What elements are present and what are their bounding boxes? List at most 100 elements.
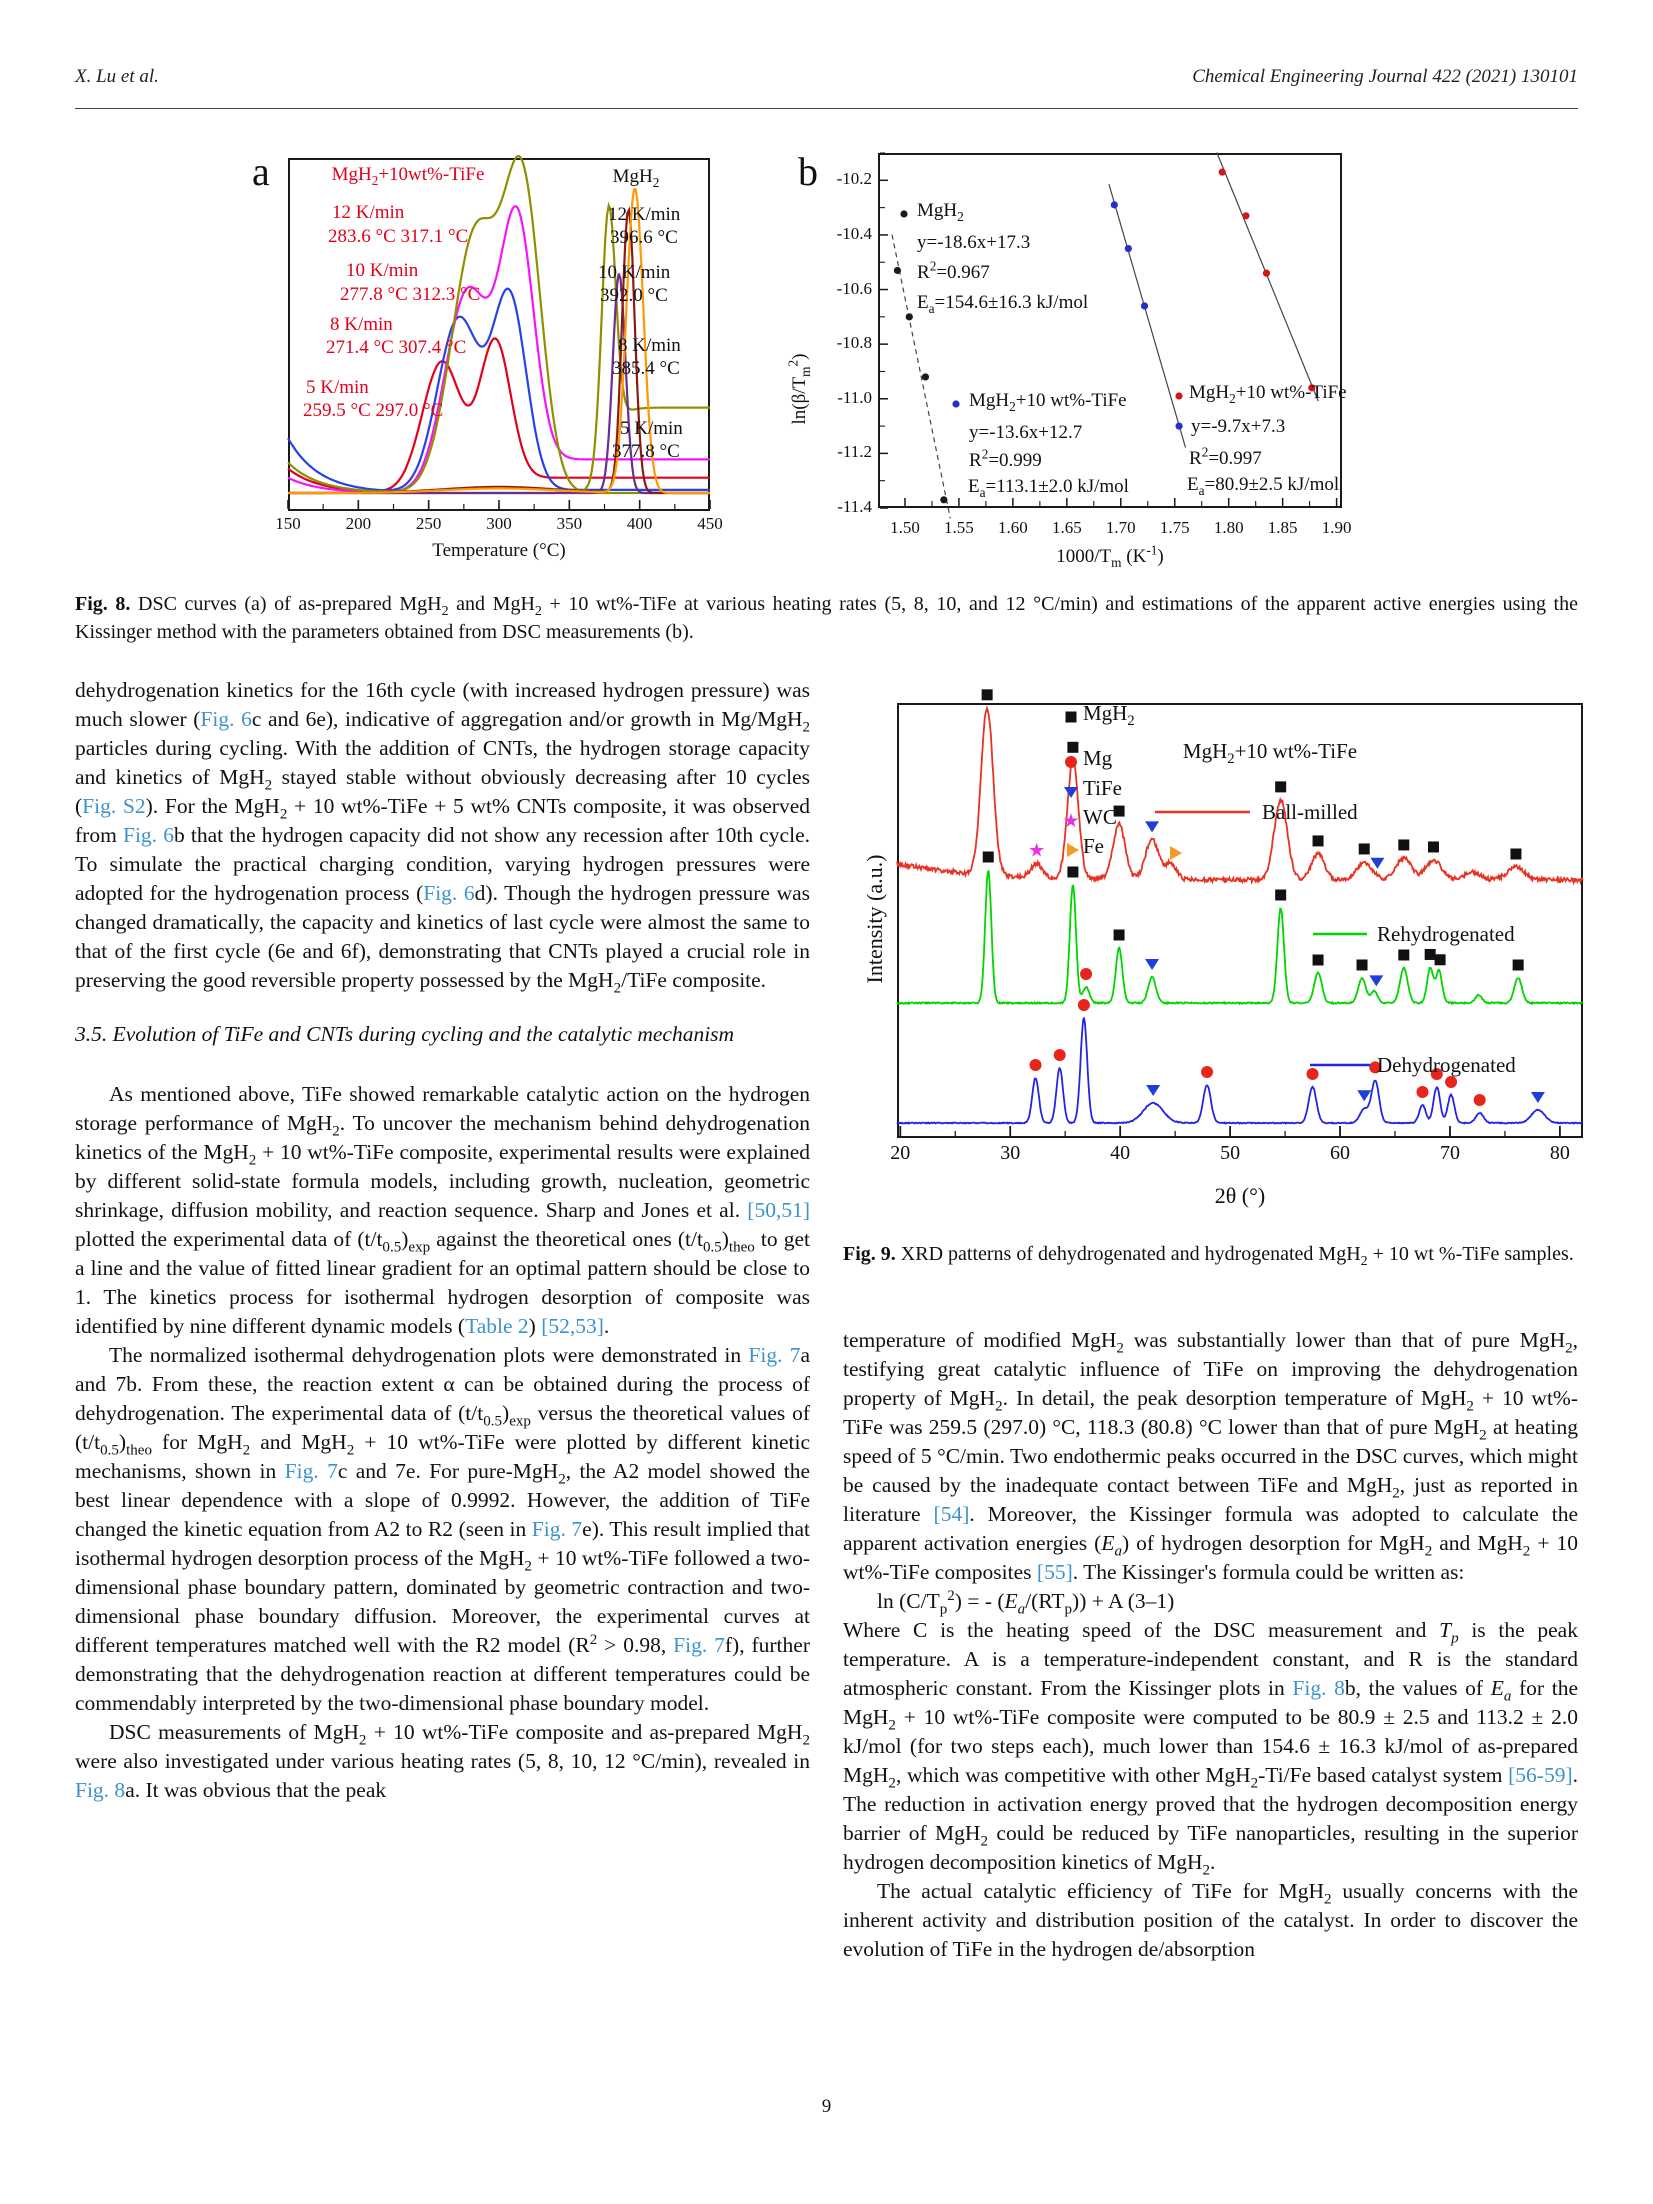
x-tick-label: 1.80 <box>1213 518 1244 537</box>
x-tick-label: 1.85 <box>1267 518 1298 537</box>
dsc-annotation: 12 K/min <box>608 204 681 225</box>
x-axis-title: 2θ (°) <box>1214 1183 1266 1208</box>
y-tick-label: -10.2 <box>836 169 872 189</box>
panel-letter-a: a <box>252 149 270 194</box>
legend-label: Mg <box>1083 746 1113 770</box>
xrd-trace <box>896 705 1584 886</box>
header-rule <box>75 108 1578 109</box>
activation-energy: Ea=80.9±2.5 kJ/mol <box>1187 474 1340 498</box>
x-tick-label: 300 <box>486 514 512 533</box>
dsc-annotation: 5 K/min <box>306 377 369 398</box>
right-column: temperature of modified MgH2 was substan… <box>843 1326 1578 1964</box>
paragraph: dehydrogenation kinetics for the 16th cy… <box>75 678 811 997</box>
xrd-trace <box>896 1016 1584 1125</box>
header-journal: Chemical Engineering Journal 422 (2021) … <box>1192 66 1578 87</box>
legend-label: Fe <box>1083 834 1104 858</box>
y-axis-title: ln(β/Tm2) <box>785 353 813 425</box>
x-tick-label: 1.65 <box>1051 518 1082 537</box>
citation-link[interactable]: Fig. 8 <box>1292 1676 1345 1700</box>
page-header: X. Lu et al. Chemical Engineering Journa… <box>75 66 1578 88</box>
citation-link[interactable]: Fig. 7 <box>531 1517 583 1541</box>
legend-label: WC <box>1083 805 1117 829</box>
r-squared: R2=0.997 <box>1189 444 1262 469</box>
citation-link[interactable]: Fig. 6 <box>423 881 475 905</box>
paragraph: Where C is the heating speed of the DSC … <box>843 1618 1579 1879</box>
dsc-curve <box>287 204 710 494</box>
data-point <box>1175 422 1183 430</box>
y-axis-title: Intensity (a.u.) <box>862 854 887 984</box>
citation-link[interactable]: Fig. S2 <box>82 794 146 818</box>
left-column: dehydrogenation kinetics for the 16th cy… <box>75 676 810 1805</box>
data-point <box>1140 302 1149 310</box>
fit-equation: y=-18.6x+17.3 <box>917 232 1031 253</box>
citation-link[interactable]: Fig. 7 <box>748 1343 801 1367</box>
y-tick-label: -11.4 <box>837 497 872 516</box>
dsc-left-title: MgH2+10wt%-TiFe <box>331 164 485 188</box>
paragraph: temperature of modified MgH2 was substan… <box>843 1328 1579 1584</box>
citation-link[interactable]: [54] <box>933 1502 970 1526</box>
x-tick-label: 1.50 <box>890 518 920 537</box>
x-tick-label: 70 <box>1439 1142 1460 1164</box>
citation-link[interactable]: Fig. 7 <box>673 1633 725 1657</box>
data-point <box>940 496 948 504</box>
y-tick-label: -10.6 <box>836 278 872 298</box>
figure-8-caption: Fig. 8. DSC curves (a) of as-prepared Mg… <box>75 593 1578 643</box>
x-axis-title: 1000/Tm (K-1) <box>1056 542 1164 570</box>
paragraph: ln (C/Tp2) = - (Ea/(RTp)) + A (3–1) <box>877 1587 1175 1618</box>
citation-link[interactable]: [50,51] <box>747 1198 810 1222</box>
x-tick-label: 80 <box>1549 1142 1570 1164</box>
citation-link[interactable]: Fig. 6 <box>122 823 174 847</box>
legend-label: MgH2+10 wt%-TiFe <box>969 390 1127 414</box>
dsc-annotation: 271.4 °C 307.4 °C <box>326 337 467 358</box>
x-tick-label: 1.60 <box>998 518 1028 537</box>
r-squared: R2=0.967 <box>917 258 990 283</box>
xrd-trace <box>896 869 1584 1006</box>
dsc-annotation: 8 K/min <box>330 314 393 335</box>
kissinger-chart: 1.50 1.55 1.60 1.65 1.70 1.75 1.80 1.85 1.90 -10.… <box>785 140 1360 585</box>
citation-link[interactable]: [56-59] <box>1508 1763 1573 1787</box>
legend-label: MgH2+10 wt%-TiFe <box>1189 382 1347 406</box>
trace-legend-label: Dehydrogenated <box>1377 1053 1516 1077</box>
citation-link[interactable]: Fig. 8 <box>75 1778 126 1802</box>
paragraph: The actual catalytic efficiency of TiFe … <box>843 1879 1578 1961</box>
legend-label: MgH2 <box>1083 701 1135 730</box>
x-tick-label: 250 <box>415 514 442 533</box>
data-point <box>921 373 930 381</box>
panel-letter-b: b <box>798 149 818 194</box>
dsc-annotation: 396.6 °C <box>610 227 678 248</box>
x-tick-label: 30 <box>1000 1142 1021 1164</box>
dsc-right-title: MgH2 <box>612 166 660 190</box>
data-point <box>1218 168 1226 176</box>
activation-energy: Ea=113.1±2.0 kJ/mol <box>968 476 1129 500</box>
dsc-annotation: 5 K/min <box>620 418 683 439</box>
xrd-title: MgH2+10 wt%-TiFe <box>1182 739 1358 768</box>
citation-link[interactable]: Table 2 <box>465 1314 529 1338</box>
dsc-annotation: 10 K/min <box>598 262 671 283</box>
y-tick-label: -10.8 <box>836 333 872 353</box>
x-tick-label: 150 <box>275 514 301 533</box>
x-axis-title: Temperature (°C) <box>432 540 566 561</box>
r-squared: R2=0.999 <box>969 446 1042 471</box>
fit-equation: y=-9.7x+7.3 <box>1191 416 1286 437</box>
section-heading: 3.5. Evolution of TiFe and CNTs during c… <box>75 1022 735 1046</box>
x-tick-label: 40 <box>1110 1142 1131 1164</box>
citation-link[interactable]: Fig. 6 <box>200 707 252 731</box>
x-tick-label: 60 <box>1330 1142 1351 1164</box>
data-point <box>905 313 913 321</box>
dsc-annotation: 8 K/min <box>618 335 681 356</box>
dsc-annotation: 377.8 °C <box>612 441 680 462</box>
data-point <box>1110 201 1118 209</box>
dsc-annotation: 385.4 °C <box>612 358 680 379</box>
paragraph: The normalized isothermal dehydrogenatio… <box>75 1343 811 1715</box>
citation-link[interactable]: [55] <box>1036 1560 1073 1584</box>
dsc-curve <box>288 188 710 495</box>
x-tick-label: 450 <box>697 514 723 533</box>
citation-link[interactable]: Fig. 7 <box>284 1459 338 1483</box>
x-tick-label: 400 <box>626 514 653 533</box>
x-tick-label: 50 <box>1220 1142 1241 1164</box>
citation-link[interactable]: [52,53] <box>541 1314 604 1338</box>
fit-equation: y=-13.6x+12.7 <box>969 422 1083 443</box>
dsc-annotation: 12 K/min <box>332 202 405 223</box>
trace-legend-label: Ball-milled <box>1262 800 1358 824</box>
